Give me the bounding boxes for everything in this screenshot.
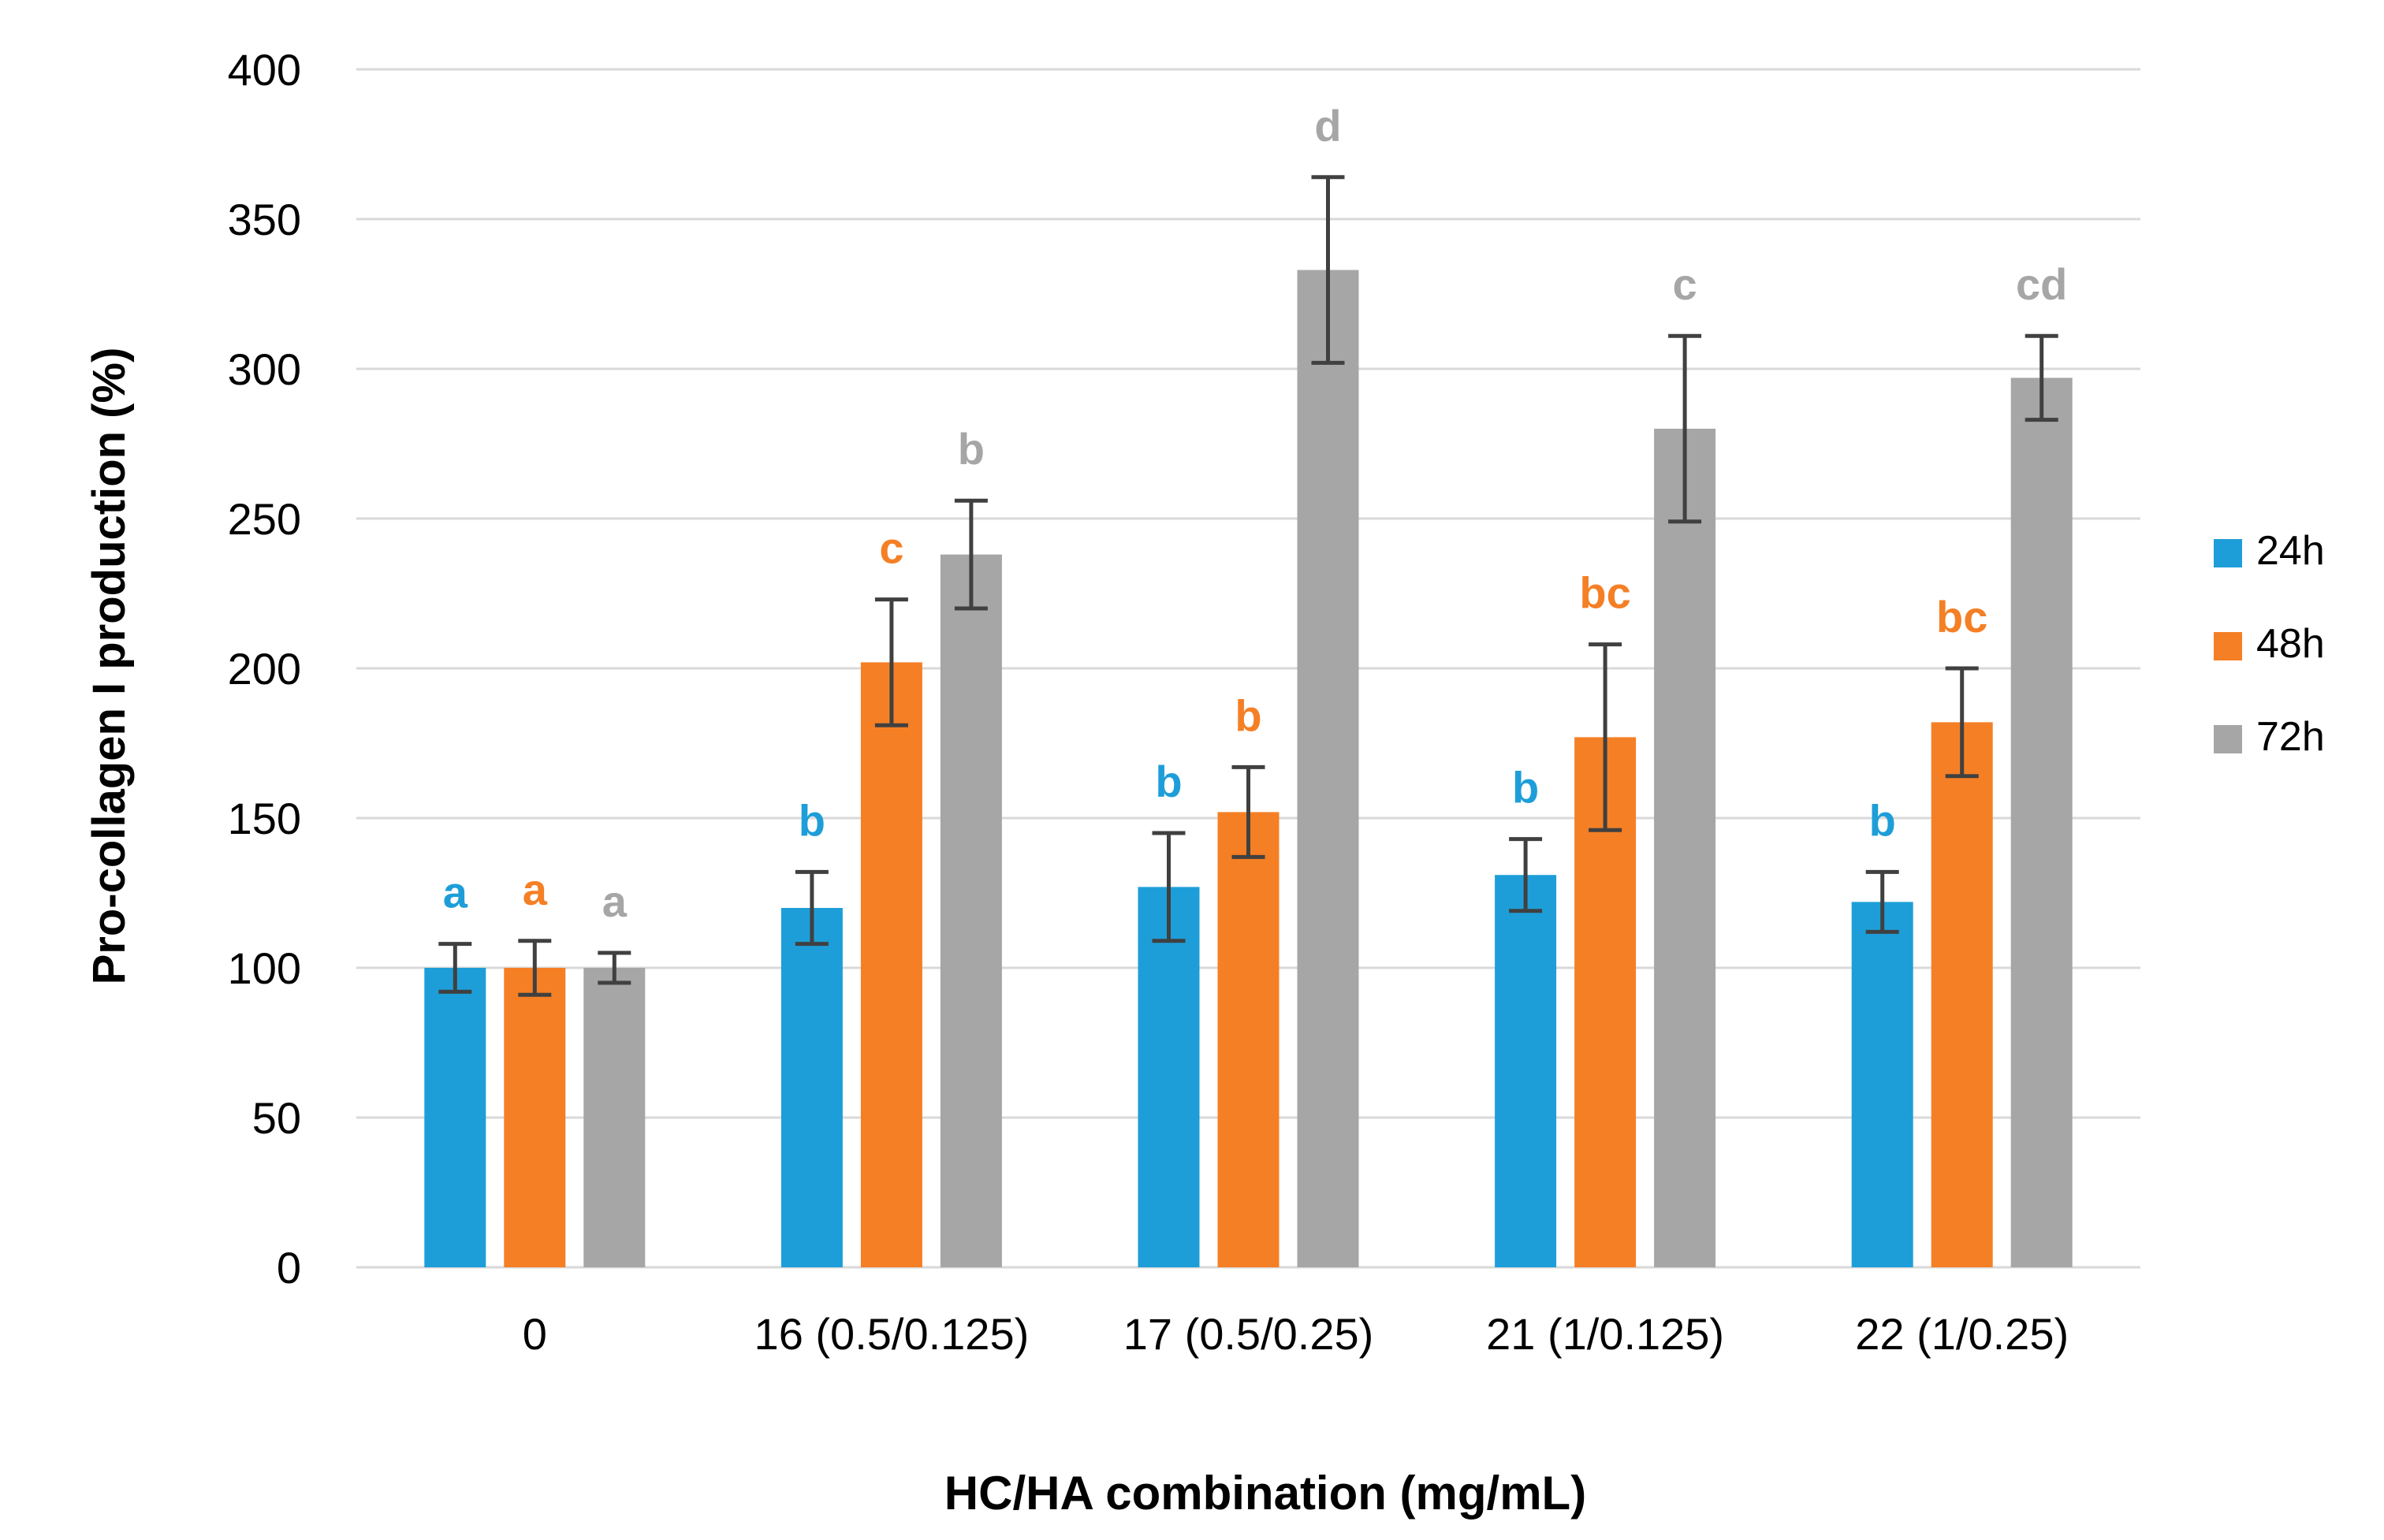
significance-letter: a — [443, 868, 468, 917]
legend-item-24h[interactable]: 24h — [2214, 528, 2325, 574]
significance-letter: d — [1314, 101, 1341, 151]
bar-48h — [1217, 812, 1280, 1267]
significance-letter: bc — [1579, 568, 1630, 618]
x-tick-label: 22 (1/0.25) — [1855, 1309, 2069, 1359]
error-bar — [1865, 869, 1899, 934]
y-tick-label: 300 — [228, 344, 301, 394]
significance-letter: b — [958, 424, 985, 474]
error-bar — [598, 950, 631, 985]
legend-item-48h[interactable]: 48h — [2214, 621, 2325, 667]
error-bar — [1509, 837, 1543, 913]
error-bar — [518, 939, 552, 997]
error-bar — [795, 869, 829, 947]
x-tick-label: 0 — [523, 1309, 547, 1359]
y-tick-label: 0 — [277, 1243, 301, 1293]
error-bar — [954, 498, 988, 611]
y-tick-label: 200 — [228, 644, 301, 694]
bar-24h — [1138, 887, 1200, 1267]
significance-letter: b — [799, 795, 825, 845]
gridlines — [356, 68, 2140, 1269]
significance-letter: b — [1235, 690, 1261, 740]
y-tick-label: 150 — [228, 794, 301, 843]
y-tick-label: 400 — [228, 45, 301, 95]
error-bar — [1311, 175, 1345, 365]
y-tick-label: 50 — [252, 1093, 301, 1143]
legend-swatch — [2214, 725, 2242, 753]
x-tick-label: 21 (1/0.125) — [1486, 1309, 1724, 1359]
bar-72h — [1297, 270, 1359, 1268]
bar-48h — [1931, 722, 1993, 1267]
error-bar — [438, 942, 472, 994]
x-tick-label: 16 (0.5/0.125) — [754, 1309, 1030, 1359]
significance-letter: b — [1869, 795, 1896, 845]
bar-72h — [2010, 378, 2073, 1267]
y-tick-label: 100 — [228, 943, 301, 993]
significance-letter: c — [1673, 259, 1697, 309]
significance-letter: a — [602, 876, 628, 926]
significance-letter: b — [1155, 757, 1182, 806]
bar-24h — [780, 908, 843, 1267]
y-tick-label: 250 — [228, 494, 301, 544]
x-tick-label: 17 (0.5/0.25) — [1123, 1309, 1374, 1359]
significance-letter: bc — [1936, 592, 1987, 642]
bar-72h — [1654, 429, 1716, 1267]
error-bars — [438, 175, 2058, 997]
bars — [424, 270, 2073, 1268]
bar-72h — [583, 968, 646, 1267]
significance-letter: cd — [2016, 259, 2067, 309]
x-axis-ticks: 0 16 (0.5/0.125) 17 (0.5/0.25) 21 (1/0.125)… — [523, 1309, 2069, 1359]
y-axis-ticks: 0 50 100 150 200 250 300 350 400 — [228, 45, 301, 1293]
error-bar — [1231, 764, 1265, 859]
error-bar — [874, 597, 908, 727]
x-axis-label: HC/HA combination (mg/mL) — [944, 1467, 1586, 1520]
significance-letter: b — [1512, 763, 1539, 813]
legend-swatch — [2214, 539, 2242, 567]
legend[interactable]: 24h 48h 72h — [2214, 528, 2325, 760]
legend-label: 72h — [2256, 714, 2325, 760]
error-bar — [1668, 333, 1702, 524]
y-axis-label: Pro-collagen I production (%) — [84, 348, 135, 985]
bar-48h — [860, 662, 922, 1267]
legend-swatch — [2214, 632, 2242, 660]
bar-72h — [940, 554, 1002, 1267]
legend-item-72h[interactable]: 72h — [2214, 714, 2325, 760]
bar-48h — [504, 968, 566, 1267]
bar-24h — [424, 968, 486, 1267]
legend-label: 48h — [2256, 621, 2325, 667]
bar-24h — [1851, 902, 1913, 1267]
error-bar — [2025, 333, 2058, 422]
bar-24h — [1495, 875, 1557, 1267]
legend-label: 24h — [2256, 528, 2325, 574]
significance-letter: c — [879, 523, 903, 573]
error-bar — [1945, 666, 1979, 779]
error-bar — [1152, 831, 1186, 943]
error-bar — [1589, 642, 1622, 832]
y-tick-label: 350 — [228, 195, 301, 244]
significance-letter: a — [523, 865, 548, 914]
